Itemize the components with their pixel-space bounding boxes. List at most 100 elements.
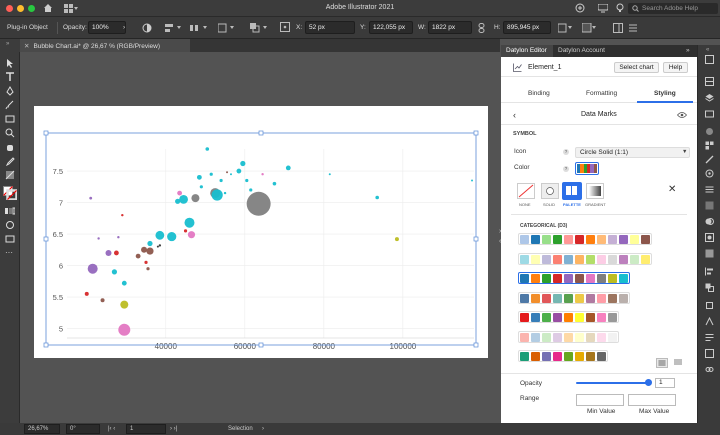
selection-handle[interactable]	[258, 342, 264, 348]
collapse-icon[interactable]: »	[6, 41, 10, 47]
menu-icon[interactable]	[628, 23, 638, 33]
selection-handle[interactable]	[473, 236, 479, 242]
arrange-icon[interactable]	[250, 23, 274, 33]
color-mode-solid[interactable]	[541, 183, 559, 199]
isolate-icon[interactable]	[581, 22, 596, 33]
selection-handle[interactable]	[43, 236, 49, 242]
color-preview-button[interactable]	[575, 162, 599, 175]
properties-icon[interactable]	[705, 55, 714, 64]
symbols-icon[interactable]	[705, 169, 714, 178]
select-chart-button[interactable]: Select chart	[614, 62, 659, 73]
minimize-window-button[interactable]	[17, 5, 24, 12]
eye-icon[interactable]	[676, 111, 688, 119]
close-picker-icon[interactable]: ✕	[668, 184, 677, 195]
artboard-number-input[interactable]: 1	[126, 424, 166, 434]
transparency-icon[interactable]	[705, 217, 714, 226]
color-mode-gradient[interactable]	[586, 183, 604, 199]
hand-tool-icon[interactable]	[5, 142, 15, 152]
draw-mode-icon[interactable]	[5, 220, 15, 230]
y-input[interactable]: 122,055 px	[369, 21, 413, 34]
help-search-input[interactable]: Search Adobe Help	[628, 3, 718, 14]
list-view-icon[interactable]	[673, 358, 685, 368]
brush-tool-icon[interactable]	[5, 100, 15, 110]
next-artboard-icon[interactable]: › ›|	[170, 426, 178, 432]
dock-collapse-icon[interactable]: «	[706, 47, 710, 53]
color-mode-palette[interactable]	[562, 182, 582, 200]
x-input[interactable]: 52 px	[305, 21, 355, 34]
character-icon[interactable]	[705, 316, 714, 326]
palette-row[interactable]	[518, 311, 619, 323]
icon-dropdown[interactable]: Circle Solid (1:1) ▼	[575, 147, 690, 158]
workspace-layout-icon[interactable]	[64, 4, 78, 13]
selection-handle[interactable]	[43, 130, 49, 136]
align-icon[interactable]	[165, 23, 185, 33]
opacity-slider-track[interactable]	[576, 382, 649, 384]
panel-toggle-icon[interactable]	[613, 23, 623, 33]
home-icon[interactable]	[43, 3, 53, 13]
tab-binding[interactable]: Binding	[528, 90, 550, 97]
reference-point-icon[interactable]	[280, 22, 290, 32]
color-icon[interactable]	[705, 127, 714, 136]
info-icon[interactable]: ?	[563, 149, 569, 155]
document-tab[interactable]: ✕ Bubble Chart.ai* @ 26,67 % (RGB/Preview…	[20, 39, 190, 52]
panel-collapse-icon[interactable]: »	[686, 47, 690, 54]
link-icon[interactable]	[478, 23, 485, 33]
lightbulb-icon[interactable]	[616, 3, 624, 13]
panel-expand-arrow-icon[interactable]: ‹	[499, 238, 502, 245]
transform-panel-icon[interactable]	[705, 301, 714, 310]
palette-row[interactable]	[518, 252, 652, 265]
brushes-icon[interactable]	[705, 155, 714, 164]
min-value-input[interactable]	[576, 394, 624, 406]
palette-row[interactable]	[518, 350, 608, 362]
selection-handle[interactable]	[473, 342, 479, 348]
tab-formatting[interactable]: Formatting	[586, 90, 618, 97]
help-button[interactable]: Help	[663, 62, 688, 73]
close-window-button[interactable]	[6, 5, 13, 12]
w-input[interactable]: 1822 px	[428, 21, 472, 34]
swatches-icon[interactable]	[705, 141, 714, 150]
info-icon[interactable]: ?	[563, 166, 569, 172]
artboards-icon[interactable]	[705, 109, 714, 118]
tab-datylon-editor[interactable]	[501, 45, 553, 57]
palette-row[interactable]	[518, 291, 630, 304]
tab-styling[interactable]: Styling	[654, 90, 676, 97]
eyedropper-tool-icon[interactable]	[5, 156, 15, 167]
palette-row[interactable]	[518, 272, 630, 284]
graphic-styles-icon[interactable]	[705, 249, 714, 258]
h-input[interactable]: 895,945 px	[503, 21, 551, 34]
share-icon[interactable]	[575, 3, 585, 13]
rectangle-tool-icon[interactable]	[5, 114, 15, 124]
panel-collapse-arrow-icon[interactable]: ›	[499, 228, 502, 235]
more-tools-icon[interactable]: ···	[5, 248, 13, 257]
transform-icon[interactable]	[217, 23, 242, 33]
fill-stroke-swatches[interactable]	[3, 186, 18, 201]
selection-handle[interactable]	[43, 342, 49, 348]
selection-tool-icon[interactable]	[5, 58, 15, 68]
links-icon[interactable]	[705, 365, 714, 374]
first-artboard-icon[interactable]: |‹ ‹	[108, 426, 116, 432]
zoom-level-input[interactable]: 26,67%	[24, 424, 60, 434]
grid-view-icon[interactable]	[656, 358, 668, 368]
pen-tool-icon[interactable]	[5, 86, 15, 96]
chevron-right-icon[interactable]: ›	[123, 24, 126, 31]
paragraph-icon[interactable]	[705, 333, 714, 342]
gradient-tool-icon[interactable]	[5, 170, 15, 180]
stroke-icon[interactable]	[705, 185, 714, 194]
selection-handle[interactable]	[258, 130, 264, 136]
color-mode-none[interactable]	[517, 183, 535, 199]
zoom-window-button[interactable]	[28, 5, 35, 12]
screen-mode-icon[interactable]	[5, 234, 15, 244]
layers-icon[interactable]	[705, 93, 714, 102]
selection-handle[interactable]	[473, 130, 479, 136]
opentype-icon[interactable]	[705, 349, 714, 358]
opacity-input[interactable]: 100%	[88, 21, 126, 34]
color-mode-icon[interactable]	[5, 206, 16, 216]
selection-bounding-box[interactable]	[45, 132, 477, 346]
type-tool-icon[interactable]	[5, 72, 15, 82]
distribute-icon[interactable]	[190, 23, 214, 33]
palette-row[interactable]	[518, 233, 652, 245]
rotation-input[interactable]: 0°	[66, 424, 100, 434]
appearance-icon[interactable]	[705, 233, 714, 242]
recolor-icon[interactable]	[142, 23, 152, 33]
shape-options-icon[interactable]	[557, 23, 572, 33]
